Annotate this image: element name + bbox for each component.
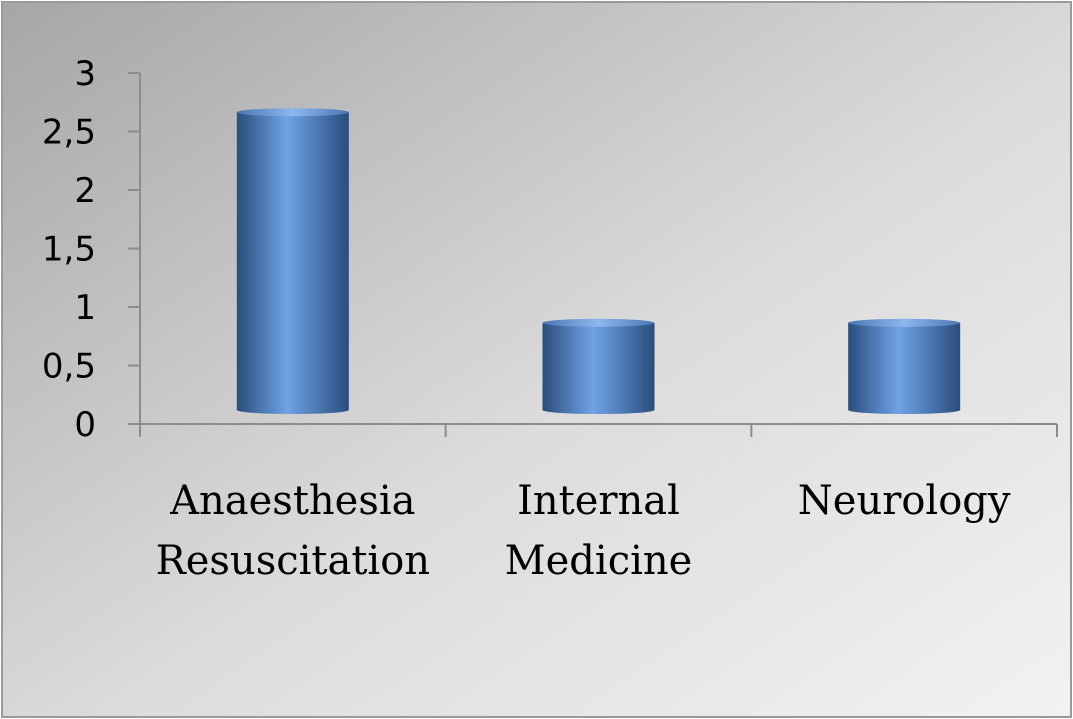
x-category-label-line: Internal [517, 478, 680, 524]
x-category-label: Neurology [798, 478, 1011, 524]
x-category-label-line: Neurology [798, 478, 1011, 524]
bar [542, 318, 655, 414]
bar-body [848, 322, 961, 414]
bar-body [236, 112, 349, 414]
y-tick-label: 1 [74, 288, 96, 328]
y-tick-label: 0 [74, 405, 96, 445]
x-category-label: Internal Medicine [505, 478, 693, 584]
x-category-label: Anaesthesia Resuscitation [156, 478, 430, 584]
axes [128, 72, 1058, 437]
x-category-label-line: Resuscitation [156, 538, 430, 584]
y-tick-label: 1,5 [42, 230, 96, 270]
bar-cap [848, 318, 961, 327]
y-tick-label: 2,5 [42, 113, 96, 153]
y-tick-label: 0,5 [42, 347, 96, 387]
bar-cap [542, 318, 655, 327]
bars [236, 108, 961, 414]
bar [236, 108, 349, 414]
x-category-label-line: Medicine [505, 538, 693, 584]
labels: 0 0,5 1 1,5 2 2,5 3 Anaesthesia Resuscitation Int… [42, 54, 1011, 584]
bar [848, 318, 961, 414]
bar-cap [236, 108, 349, 117]
y-tick-label: 2 [74, 171, 96, 211]
y-tick-label: 3 [74, 54, 96, 94]
x-category-label-line: Anaesthesia [169, 478, 415, 524]
bar-body [542, 322, 655, 414]
